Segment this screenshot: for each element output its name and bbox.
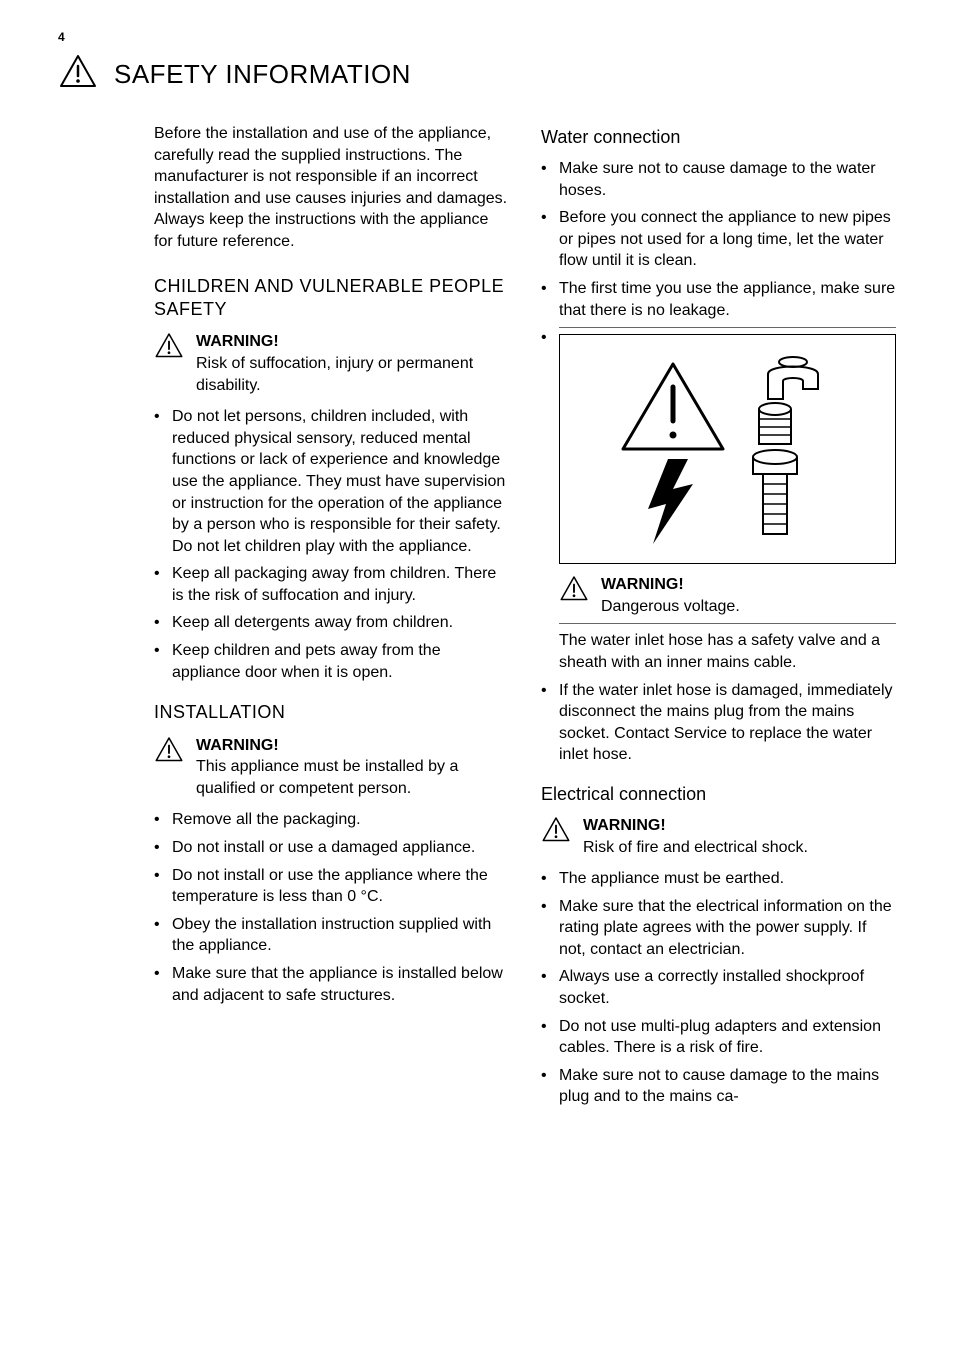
left-column: Before the installation and use of the a… (154, 123, 509, 1126)
warning-title: WARNING! (601, 576, 684, 593)
warning-icon (541, 815, 571, 858)
warning-title: WARNING! (583, 817, 666, 834)
list-item: Make sure that the appliance is installe… (154, 963, 509, 1006)
right-column: Water connection Make sure not to cause … (541, 123, 896, 1126)
electrical-bullets: The appliance must be earthed. Make sure… (541, 868, 896, 1108)
list-item: Always use a correctly installed shockpr… (541, 966, 896, 1009)
warning-block: WARNING! Dangerous voltage. (559, 574, 896, 617)
warning-icon (58, 52, 98, 97)
warning-icon (154, 735, 184, 800)
list-item: Remove all the packaging. (154, 809, 509, 831)
installation-heading: INSTALLATION (154, 701, 509, 724)
children-heading: CHILDREN AND VULNERABLE PEOPLE SAFETY (154, 275, 509, 322)
warning-title: WARNING! (196, 737, 279, 754)
warning-title: WARNING! (196, 333, 279, 350)
warning-block: WARNING! Risk of suffocation, injury or … (154, 331, 509, 396)
list-item: The appliance must be earthed. (541, 868, 896, 890)
warning-text: This appliance must be installed by a qu… (196, 758, 458, 797)
warning-text: Risk of fire and electrical shock. (583, 839, 808, 856)
intro-text: Before the installation and use of the a… (154, 123, 509, 253)
warning-text: Dangerous voltage. (601, 598, 740, 615)
electrical-heading: Electrical connection (541, 784, 896, 805)
divider (559, 327, 896, 328)
divider (559, 623, 896, 624)
title-row: SAFETY INFORMATION (58, 52, 896, 97)
list-item: The first time you use the appliance, ma… (541, 278, 896, 321)
list-item: Make sure that the electrical informatio… (541, 896, 896, 961)
list-item: Keep children and pets away from the app… (154, 640, 509, 683)
list-item: Before you connect the appliance to new … (541, 207, 896, 272)
list-item: Do not use multi-plug adapters and exten… (541, 1016, 896, 1059)
warning-icon (559, 574, 589, 617)
list-item: Make sure not to cause damage to the mai… (541, 1065, 896, 1108)
list-item: Obey the installation instruction suppli… (154, 914, 509, 957)
warning-block: WARNING! Risk of fire and electrical sho… (541, 815, 896, 858)
list-item: Keep all packaging away from children. T… (154, 563, 509, 606)
children-bullets: Do not let persons, children included, w… (154, 406, 509, 683)
warning-icon (154, 331, 184, 396)
list-item: Do not let persons, children included, w… (154, 406, 509, 557)
list-item: If the water inlet hose is damaged, imme… (541, 680, 896, 766)
list-item: Keep all detergents away from children. (154, 612, 509, 634)
nested-body: The water inlet hose has a safety valve … (559, 630, 896, 673)
water-bullets-bottom: If the water inlet hose is damaged, imme… (541, 680, 896, 766)
list-item: Do not install or use the appliance wher… (154, 865, 509, 908)
list-item: Do not install or use a damaged applianc… (154, 837, 509, 859)
water-heading: Water connection (541, 127, 896, 148)
warning-block: WARNING! This appliance must be installe… (154, 735, 509, 800)
list-item: WARNING! Dangerous voltage. The water in… (541, 327, 896, 673)
water-bullets-top: Make sure not to cause damage to the wat… (541, 158, 896, 674)
install-bullets: Remove all the packaging. Do not install… (154, 809, 509, 1006)
list-item: Make sure not to cause damage to the wat… (541, 158, 896, 201)
page-number: 4 (58, 30, 896, 44)
page-title: SAFETY INFORMATION (114, 59, 411, 90)
water-diagram (559, 334, 896, 564)
warning-text: Risk of suffocation, injury or permanent… (196, 355, 473, 394)
